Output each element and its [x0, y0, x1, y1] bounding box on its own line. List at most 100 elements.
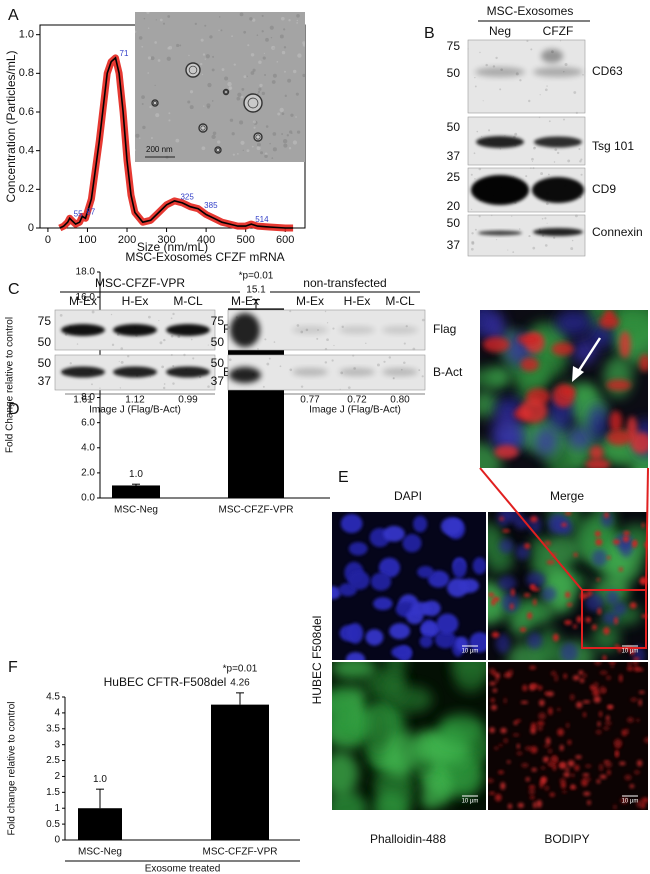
blot-band: [541, 49, 563, 63]
micrograph-feature: [563, 772, 570, 778]
micrograph-feature: [583, 791, 591, 796]
blot-speck: [300, 385, 304, 388]
blot-speck: [580, 158, 583, 161]
em-grain: [261, 91, 266, 96]
micrograph-feature: [582, 673, 587, 679]
em-grain: [283, 143, 288, 148]
marker-label: 50: [447, 216, 461, 230]
micrograph-feature: [626, 717, 634, 723]
em-grain: [201, 146, 206, 151]
blot-speck: [534, 146, 536, 149]
blot-speck: [326, 338, 329, 342]
blot-band: [339, 368, 375, 376]
em-grain: [150, 56, 155, 61]
panel-letter: A: [8, 7, 19, 24]
micrograph-feature: [427, 570, 450, 588]
blot-speck: [162, 386, 166, 390]
micrograph-feature: [550, 670, 557, 676]
marker-label: 75: [38, 314, 52, 328]
blot-speck: [289, 368, 293, 372]
blot-label: Connexin: [592, 225, 643, 239]
blot-speck: [499, 88, 502, 91]
micrograph-feature: [332, 662, 377, 680]
micrograph-feature: [584, 764, 592, 768]
micrograph-feature: [533, 427, 559, 456]
micrograph-feature: [370, 572, 392, 591]
micrograph-feature: [524, 746, 533, 751]
micrograph-feature: [503, 697, 507, 704]
em-grain: [212, 55, 215, 58]
micrograph-feature: [557, 728, 565, 737]
micrograph-feature: [618, 674, 623, 683]
micrograph-feature: [540, 766, 546, 770]
micrograph-feature: [596, 779, 601, 784]
blot-speck: [476, 130, 479, 133]
em-grain: [265, 37, 269, 42]
em-grain: [279, 34, 284, 39]
micrograph-feature: [587, 404, 609, 440]
em-grain: [290, 113, 294, 117]
em-grain: [239, 12, 244, 17]
em-grain: [292, 140, 298, 145]
micrograph-feature: [369, 702, 390, 749]
y-tick-label: 0.0: [81, 493, 95, 504]
micrograph-feature: [606, 675, 611, 681]
micrograph-feature: [613, 804, 617, 810]
micrograph-feature: [530, 515, 538, 523]
micrograph-feature: [498, 770, 504, 775]
micrograph-feature: [413, 515, 428, 533]
micrograph-feature: [641, 522, 645, 528]
zoom-connector: [479, 467, 583, 591]
blot-speck: [538, 116, 541, 119]
ratio-value: 0.72: [347, 395, 367, 406]
micrograph-feature: [607, 556, 611, 560]
micrograph-feature: [494, 746, 499, 750]
micrograph-feature: [573, 624, 577, 629]
em-grain: [141, 103, 144, 105]
micrograph-feature: [603, 355, 633, 398]
micrograph-feature: [549, 792, 555, 797]
blot-speck: [289, 310, 292, 313]
blot-speck: [273, 341, 276, 343]
value-label: 4.26: [230, 678, 250, 689]
category-label: MSC-Neg: [114, 505, 158, 516]
micrograph-feature: [513, 720, 518, 725]
micrograph-feature: [641, 797, 648, 803]
em-grain: [271, 80, 276, 84]
em-inset: [135, 12, 305, 162]
x-tick-label: 600: [276, 234, 294, 246]
blot-speck: [383, 360, 386, 363]
blot-header: non-transfected: [303, 276, 386, 290]
micrograph-feature: [533, 801, 537, 809]
blot-speck: [388, 356, 391, 359]
blot-speck: [546, 222, 548, 224]
em-grain: [162, 22, 166, 25]
blot-band: [113, 366, 157, 378]
em-grain: [256, 34, 259, 36]
y-tick-label: 16.0: [76, 292, 96, 303]
em-grain: [302, 41, 305, 45]
micrograph-feature: [590, 684, 594, 690]
micrograph-feature: [489, 727, 495, 734]
micrograph-feature: [570, 784, 575, 789]
blot-header: MSC-Exosomes: [487, 4, 574, 18]
micrograph-feature: [569, 694, 575, 701]
blot-speck: [474, 85, 477, 88]
micrograph-feature: [516, 751, 523, 756]
chart-title: HuBEC CFTR-F508del: [104, 675, 227, 689]
micrograph-feature: [603, 627, 610, 635]
blot-speck: [546, 85, 548, 87]
em-grain: [258, 60, 262, 65]
micrograph-feature: [520, 700, 529, 704]
micrograph-feature: [494, 793, 502, 802]
em-grain: [212, 131, 217, 135]
em-grain: [187, 100, 191, 104]
scale-bar-label: 10 µm: [462, 649, 479, 655]
panel-letter: B: [424, 25, 435, 42]
blot-speck: [421, 375, 424, 378]
blot-speck: [163, 338, 166, 342]
x-tick-label: 200: [118, 234, 136, 246]
micrograph-feature: [373, 597, 393, 611]
blot-speck: [478, 215, 481, 218]
micrograph-feature: [530, 722, 537, 730]
